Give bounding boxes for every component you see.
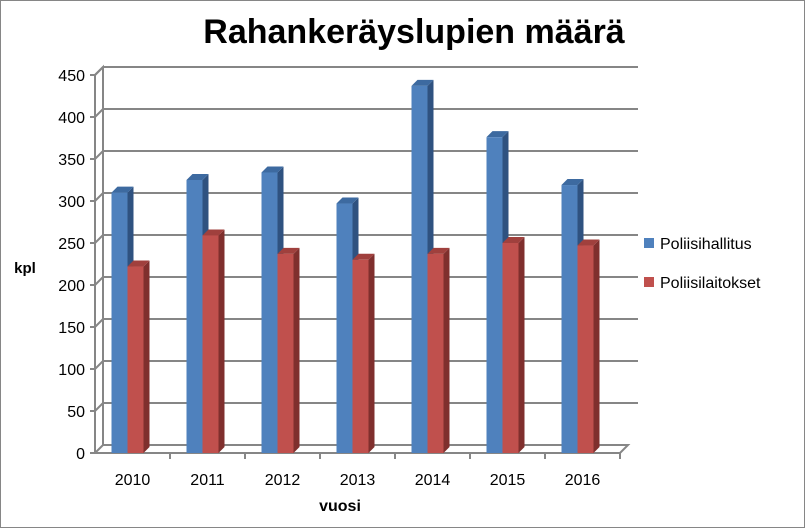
gridline	[94, 108, 638, 118]
bar-top	[411, 79, 434, 86]
bar-2012-1	[277, 253, 294, 453]
bar-side	[593, 239, 600, 453]
legend-swatch	[644, 277, 654, 287]
legend-label: Poliisilaitokset	[660, 275, 761, 292]
y-tick-label: 250	[58, 236, 85, 253]
bar-top	[561, 179, 584, 186]
chart-title: Rahankeräyslupien määrä	[203, 13, 625, 51]
bar-2012-0	[261, 172, 278, 453]
bar-2013-1	[352, 259, 369, 453]
x-tick-label: 2013	[340, 472, 376, 489]
gridline	[94, 66, 638, 76]
gridline	[94, 402, 638, 412]
gridline	[94, 360, 638, 370]
bar-top	[427, 247, 450, 254]
bar-top	[202, 229, 225, 236]
x-tick-label: 2016	[565, 472, 601, 489]
gridline	[94, 150, 638, 160]
bar-2015-0	[486, 137, 503, 453]
x-tick-label: 2012	[265, 472, 301, 489]
x-tick-label: 2011	[190, 472, 225, 489]
bar-top	[111, 186, 134, 193]
bar-2010-0	[111, 192, 128, 453]
bar-2011-1	[202, 235, 219, 453]
bar-2014-1	[427, 253, 444, 453]
bar-top	[577, 239, 600, 246]
x-axis-label: vuosi	[319, 498, 361, 515]
bar-2016-0	[561, 185, 578, 454]
y-tick-label: 150	[58, 320, 85, 337]
bar-top	[127, 260, 150, 267]
x-tick-label: 2014	[415, 472, 451, 489]
gridline	[94, 318, 638, 328]
bar-top	[486, 131, 509, 138]
bar-side	[368, 253, 375, 453]
y-tick-label: 400	[58, 110, 85, 127]
y-tick-label: 300	[58, 194, 85, 211]
gridline	[94, 192, 638, 202]
bar-2014-0	[411, 85, 428, 454]
y-tick-label: 0	[76, 446, 85, 463]
y-tick-label: 450	[58, 68, 85, 85]
bar-side	[218, 229, 225, 453]
y-tick-label: 50	[67, 404, 85, 421]
gridline	[94, 276, 638, 286]
y-tick-label: 200	[58, 278, 85, 295]
legend-swatch	[644, 238, 654, 248]
bar-top	[186, 174, 209, 180]
bar-top	[277, 247, 300, 254]
bar-2016-1	[577, 245, 594, 453]
legend-label: Poliisihallitus	[660, 236, 752, 253]
bar-2011-0	[186, 180, 203, 453]
bar-top	[336, 197, 359, 204]
bar-top	[352, 253, 375, 260]
x-tick-label: 2010	[115, 472, 151, 489]
y-axis-label: kpl	[14, 260, 36, 277]
bar-side	[443, 247, 450, 453]
bar-2010-1	[127, 266, 144, 453]
bar-top	[261, 166, 284, 173]
bar-2015-1	[502, 243, 519, 453]
bar-2013-0	[336, 203, 353, 453]
x-tick-label: 2015	[490, 472, 526, 489]
bar-side	[293, 247, 300, 453]
gridline	[94, 234, 638, 244]
y-tick-label: 350	[58, 152, 85, 169]
bar-top	[502, 237, 525, 243]
y-tick-label: 100	[58, 362, 85, 379]
bar-side	[518, 237, 525, 453]
bar-side	[143, 260, 150, 453]
